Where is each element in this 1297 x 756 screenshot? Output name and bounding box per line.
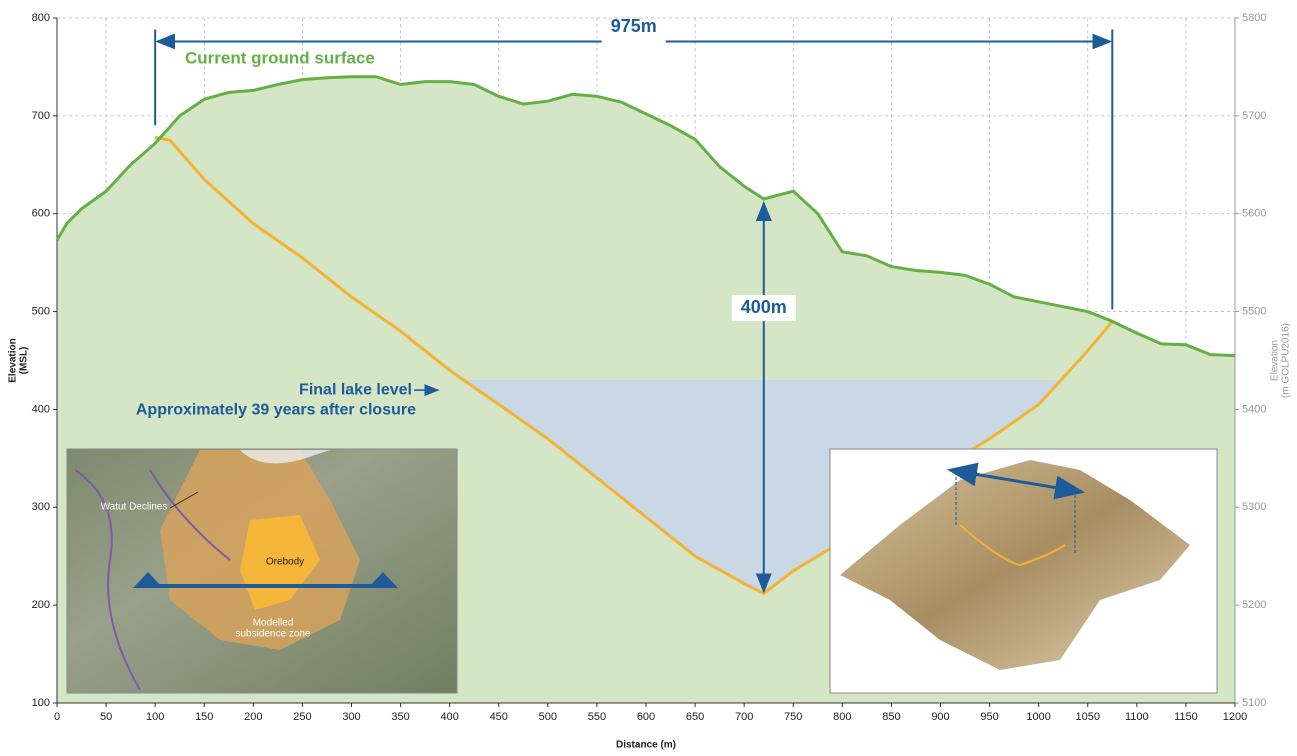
y-tick-label: 200 [32,599,50,611]
x-tick-label: 300 [342,711,360,723]
x-tick-label: 50 [100,711,112,723]
span-label: 975m [611,16,657,36]
x-tick-label: 500 [539,711,557,723]
y-tick-label: 500 [32,305,50,317]
x-tick-label: 150 [195,711,213,723]
inset-label: Modelled [253,618,294,629]
y-axis-title: Elevation [8,338,19,382]
depth-label: 400m [741,297,787,317]
x-tick-label: 200 [244,711,262,723]
y-axis-title: (MSL) [19,347,30,375]
x-tick-label: 0 [54,711,60,723]
series-label: Current ground surface [185,48,375,67]
x-tick-label: 1000 [1026,711,1050,723]
y2-tick-label: 5800 [1242,12,1266,24]
x-tick-label: 100 [146,711,164,723]
x-tick-label: 600 [637,711,655,723]
x-tick-label: 1200 [1223,711,1247,723]
x-tick-label: 450 [490,711,508,723]
x-tick-label: 650 [686,711,704,723]
y-tick-label: 800 [32,12,50,24]
x-tick-label: 1100 [1125,711,1149,723]
y2-tick-label: 5400 [1242,403,1266,415]
y2-tick-label: 5600 [1242,208,1266,220]
y-tick-label: 300 [32,501,50,513]
chart: 975m 400m Current ground surface Final lake… [0,0,1297,756]
y-tick-label: 600 [32,208,50,220]
x-tick-label: 950 [980,711,998,723]
x-tick-label: 550 [588,711,606,723]
inset-3d [830,449,1217,693]
x-tick-label: 800 [833,711,851,723]
y2-tick-label: 5100 [1242,697,1266,709]
x-tick-label: 700 [735,711,753,723]
x-tick-label: 1050 [1076,711,1100,723]
lake-label: Final lake level [299,381,412,398]
x-tick-label: 900 [931,711,949,723]
inset-label: Orebody [266,557,304,568]
y2-tick-label: 5700 [1242,110,1266,122]
y-tick-label: 700 [32,110,50,122]
y-tick-label: 100 [32,697,50,709]
x-tick-label: 750 [784,711,802,723]
x-tick-label: 400 [440,711,458,723]
inset-satellite: Watut Declines Orebody Modelled subsiden… [67,449,457,693]
y2-tick-label: 5200 [1242,599,1266,611]
y2-tick-label: 5500 [1242,305,1266,317]
x-axis-title: Distance (m) [616,740,676,751]
y-tick-label: 400 [32,403,50,415]
x-tick-label: 850 [882,711,900,723]
x-tick-label: 1150 [1174,711,1198,723]
y2-axis-title: Elevation [1270,340,1281,381]
x-tick-label: 250 [293,711,311,723]
lake-sublabel: Approximately 39 years after closure [136,401,416,418]
inset-label: subsidence zone [235,629,310,640]
y2-axis-title: (m GOLPU2016) [1281,323,1292,398]
y2-tick-label: 5300 [1242,501,1266,513]
inset-label: Watut Declines [101,502,168,513]
x-tick-label: 350 [391,711,409,723]
